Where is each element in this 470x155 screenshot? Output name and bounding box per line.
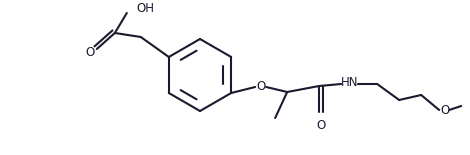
Text: O: O <box>440 104 450 117</box>
Text: O: O <box>257 80 266 93</box>
Text: O: O <box>317 119 326 132</box>
Text: OH: OH <box>137 2 155 16</box>
Text: O: O <box>85 46 94 58</box>
Text: HN: HN <box>340 77 358 89</box>
